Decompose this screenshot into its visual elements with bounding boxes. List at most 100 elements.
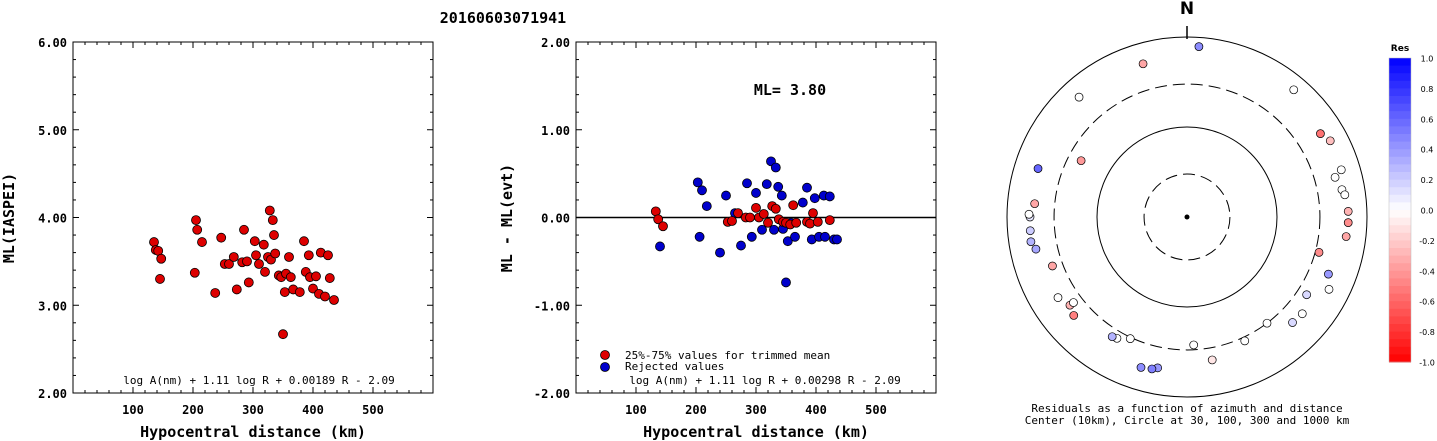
- colorbar-tick-label: 0.6: [1421, 115, 1434, 124]
- colorbar-segment: [1389, 293, 1411, 302]
- trimmed-point: [812, 216, 823, 227]
- colorbar-segment: [1389, 339, 1411, 348]
- rejected-point: [809, 193, 820, 204]
- colorbar-segment: [1389, 202, 1411, 211]
- legend-trimmed-marker: [600, 350, 610, 360]
- ml-vs-distance-panel: 100 200 300 400 500 2.00 3.00 4.00 5.00 6.00 ML(I…: [0, 36, 434, 441]
- rejected-point: [832, 234, 842, 245]
- distance-ring-30km: [1143, 173, 1231, 261]
- data-point: [243, 277, 254, 288]
- station-point: [1136, 363, 1146, 372]
- rejected-point: [781, 277, 791, 288]
- rejected-point: [782, 236, 793, 247]
- x-tick-label: 200: [182, 403, 204, 417]
- data-point: [228, 252, 239, 262]
- station-point: [1340, 190, 1350, 200]
- data-point: [210, 288, 221, 298]
- trimmed-point: [751, 202, 761, 213]
- colorbar-segment: [1389, 324, 1411, 333]
- data-point: [294, 287, 305, 297]
- station-point: [1343, 207, 1353, 216]
- station-point: [1030, 199, 1040, 209]
- x-axis-label: Hypocentral distance (km): [643, 423, 869, 441]
- colorbar-segment: [1389, 255, 1411, 264]
- colorbar-segment: [1389, 164, 1411, 173]
- colorbar-segment: [1389, 331, 1411, 340]
- colorbar-tick-label: 1.0: [1421, 55, 1434, 64]
- rejected-point: [757, 224, 767, 235]
- colorbar-tick-label: 0.8: [1421, 85, 1434, 94]
- station-point: [1076, 156, 1086, 166]
- north-label: N: [1180, 0, 1194, 19]
- residual-vs-distance-panel: 100 200 300 400 500 -2.00 -1.00 0.00 1.00 2.00 ML…: [498, 36, 937, 441]
- colorbar-segment: [1389, 225, 1411, 234]
- data-point: [239, 224, 249, 235]
- colorbar-segment: [1389, 73, 1411, 82]
- station-point: [1289, 85, 1299, 95]
- colorbar-segment: [1389, 103, 1411, 112]
- distance-ring-100km: [1096, 126, 1278, 308]
- y-axis-label: ML - ML(evt): [498, 164, 516, 272]
- rejected-point: [776, 190, 787, 201]
- x-tick-label: 200: [685, 403, 707, 417]
- station-point: [1325, 136, 1335, 146]
- data-point: [270, 248, 281, 259]
- x-tick-label: 100: [122, 403, 144, 417]
- colorbar-segment: [1389, 65, 1411, 74]
- colorbar-segment: [1389, 88, 1411, 97]
- data-point: [156, 253, 167, 264]
- formula-text: log A(nm) + 1.11 log R + 0.00298 R - 2.0…: [629, 374, 901, 387]
- trimmed-point: [770, 203, 781, 214]
- x-tick-label: 300: [242, 403, 264, 417]
- y-axis-label: ML(IASPEI): [0, 173, 18, 263]
- colorbar-segment: [1389, 263, 1411, 272]
- rejected-point: [824, 191, 835, 202]
- rejected-point: [736, 240, 746, 251]
- colorbar-segment: [1389, 308, 1411, 317]
- rejected-point: [770, 162, 781, 173]
- station-point: [1074, 92, 1084, 102]
- rejected-point: [701, 201, 712, 211]
- y-tick-label: 6.00: [38, 36, 67, 50]
- colorbar-segment: [1389, 232, 1411, 241]
- rejected-point: [797, 197, 808, 208]
- rejected-point: [802, 182, 812, 193]
- y-tick-label: 0.00: [541, 212, 570, 226]
- station-point: [1240, 336, 1250, 346]
- station-point: [1314, 248, 1324, 257]
- data-point: [197, 237, 207, 247]
- colorbar-segment: [1389, 278, 1411, 287]
- data-point: [285, 272, 296, 283]
- station-point: [1194, 42, 1204, 51]
- colorbar-segment: [1389, 286, 1411, 295]
- data-point: [320, 291, 330, 302]
- data-point: [254, 259, 264, 269]
- trimmed-point: [758, 209, 769, 219]
- legend-rejected-marker: [600, 362, 610, 372]
- station-point: [1189, 340, 1199, 350]
- data-point: [299, 236, 309, 247]
- trimmed-point: [745, 212, 755, 223]
- data-point: [224, 259, 234, 269]
- trimmed-point: [727, 216, 737, 226]
- colorbar-segment: [1389, 270, 1411, 279]
- station-point: [1031, 244, 1041, 254]
- station-point: [1207, 355, 1217, 365]
- colorbar-segment: [1389, 301, 1411, 310]
- rejected-point: [742, 178, 752, 189]
- colorbar-tick-label: -1.0: [1419, 359, 1435, 368]
- center-dot: [1184, 214, 1190, 220]
- data-point: [323, 250, 333, 261]
- y-tick-label: 1.00: [541, 124, 570, 138]
- station-point: [1147, 364, 1157, 374]
- station-point: [1262, 318, 1272, 328]
- colorbar-tick-label: -0.2: [1419, 237, 1435, 246]
- x-tick-label: 300: [745, 403, 767, 417]
- rejected-point: [692, 177, 703, 188]
- rejected-point: [761, 179, 772, 190]
- station-point: [1125, 334, 1135, 343]
- y-tick-label: 2.00: [38, 387, 67, 401]
- colorbar-segment: [1389, 187, 1411, 196]
- station-point: [1343, 218, 1353, 227]
